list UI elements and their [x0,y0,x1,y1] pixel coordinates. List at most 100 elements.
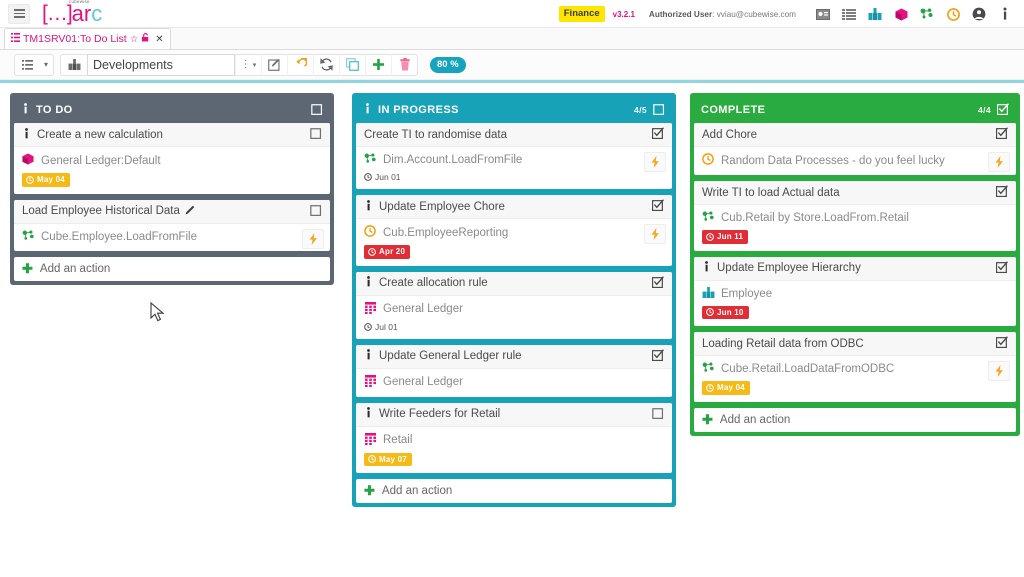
task-card[interactable]: Create a new calculation General Ledger:D… [14,123,330,194]
task-checkbox[interactable] [995,185,1008,200]
add-action-button[interactable]: ✚ Add an action [14,256,330,281]
progress-percent-badge: 80 % [430,56,466,73]
tab-strip: TM1SRV01:To Do List ☆ ✕ [0,28,1024,50]
task-object-row[interactable]: Cube.Retail.LoadDataFromODBC [702,362,1008,376]
task-checkbox[interactable] [651,199,664,214]
add-action-button[interactable]: ✚ Add an action [356,479,672,503]
plus-icon: ✚ [702,411,713,427]
task-title: Create allocation rule [379,277,488,289]
tab-todo-list[interactable]: TM1SRV01:To Do List ☆ ✕ [4,28,171,49]
delete-button[interactable] [391,53,417,76]
task-card-body: Cube.Retail.LoadDataFromODBC May 04 [694,356,1016,402]
run-action-button[interactable] [302,228,324,249]
task-card[interactable]: Create TI to randomise data Dim.Account.L… [356,123,672,189]
cube-chart-icon[interactable] [862,0,888,28]
task-card-header[interactable]: Update Employee Hierarchy [694,256,1016,281]
task-checkbox[interactable] [651,275,664,291]
add-action-label: Add an action [719,413,791,426]
task-object-name: General Ledger [383,376,463,388]
task-checkbox[interactable] [310,204,322,219]
task-card-body: Employee Jun 10 [694,281,1016,327]
task-object-row[interactable]: General Ledger [364,374,664,390]
plus-icon: ✚ [364,483,375,498]
hamburger-icon[interactable] [8,3,30,24]
run-action-button[interactable] [644,152,666,172]
task-object-row[interactable]: Cube.Employee.LoadFromFile [22,229,322,244]
more-options-button[interactable]: ⋮ ▾ [235,53,261,76]
task-card-header[interactable]: Create a new calculation [14,123,330,147]
info-icon [363,103,372,117]
task-due-date-label: May 07 [379,454,407,464]
task-card-header[interactable]: Write TI to load Actual data [694,181,1016,205]
task-object-name: Cub.Retail by Store.LoadFrom.Retail [721,212,909,224]
task-card-header[interactable]: Create allocation rule [356,271,672,296]
task-title: Update General Ledger rule [379,350,522,362]
task-card[interactable]: Loading Retail data from ODBC Cube.Retail… [694,332,1016,402]
column-count: 4/4 [977,105,991,115]
accent-divider [0,80,1024,83]
task-checkbox[interactable] [995,127,1008,142]
star-icon[interactable]: ☆ [129,33,139,45]
copy-button[interactable] [339,53,365,76]
id-card-icon[interactable] [810,0,836,28]
run-action-button[interactable] [988,361,1010,381]
task-card[interactable]: Update Employee Chore Cub.EmployeeReporti… [356,195,672,266]
undo-button[interactable] [287,53,313,76]
task-checkbox[interactable] [651,127,664,142]
column-checkbox[interactable] [653,103,665,118]
view-list-button[interactable] [15,55,39,75]
task-card[interactable]: Update Employee Hierarchy Employee Jun 10 [694,256,1016,327]
column-checkbox[interactable] [996,102,1009,118]
task-checkbox[interactable] [652,407,664,422]
task-card-header[interactable]: Update General Ledger rule [356,344,672,369]
task-card-header[interactable]: Load Employee Historical Data [14,199,330,224]
task-card[interactable]: Add Chore Random Data Processes - do you … [694,123,1016,175]
task-checkbox[interactable] [651,348,664,364]
close-icon[interactable]: ✕ [155,33,164,45]
task-checkbox[interactable] [995,260,1008,276]
task-card-header[interactable]: Loading Retail data from ODBC [694,332,1016,356]
list-icon[interactable] [836,0,862,28]
task-object-row[interactable]: Cub.Retail by Store.LoadFrom.Retail [702,211,1008,225]
task-object-row[interactable]: Dim.Account.LoadFromFile [364,153,664,167]
task-card[interactable]: Update General Ledger rule General Ledger [356,344,672,397]
run-action-button[interactable] [988,152,1010,172]
task-object-row[interactable]: Retail [364,432,664,448]
process-icon [702,362,714,376]
cube-icon[interactable] [888,0,914,28]
edit-button[interactable] [261,53,287,76]
task-card-header[interactable]: Update Employee Chore [356,195,672,219]
task-object-row[interactable]: General Ledger:Default [22,153,322,168]
task-card[interactable]: Create allocation rule General Ledger Jul … [356,271,672,339]
task-checkbox[interactable] [995,336,1008,351]
task-card-body: General Ledger [356,369,672,397]
add-action-button[interactable]: ✚ Add an action [694,407,1016,432]
task-card-header[interactable]: Create TI to randomise data [356,123,672,147]
task-card[interactable]: Load Employee Historical Data Cube.Employ… [14,199,330,251]
refresh-button[interactable] [313,53,339,76]
unlock-icon[interactable] [141,33,150,45]
add-button[interactable] [365,53,391,76]
task-object-row[interactable]: Employee [702,286,1008,301]
task-object-row[interactable]: Cub.EmployeeReporting [364,225,664,240]
chore-clock-icon[interactable] [940,0,966,28]
project-name-input[interactable] [87,53,235,76]
column-checkbox[interactable] [311,103,323,118]
logo-tagline: cubewise [69,0,90,4]
edit-pencil-icon[interactable] [185,205,195,217]
task-object-row[interactable]: Random Data Processes - do you feel luck… [702,153,1008,168]
info-icon[interactable] [992,0,1018,28]
task-card[interactable]: Write TI to load Actual data Cub.Retail b… [694,181,1016,251]
user-account-icon[interactable] [966,0,992,28]
task-card-header[interactable]: Write Feeders for Retail [356,402,672,427]
process-icon[interactable] [914,0,940,28]
task-card-header[interactable]: Add Chore [694,123,1016,147]
task-card[interactable]: Write Feeders for Retail Retail May 07 [356,402,672,473]
tab-label: TM1SRV01:To Do List [23,33,127,45]
task-card-body: Cub.EmployeeReporting Apr 20 [356,219,672,266]
run-action-button[interactable] [644,224,666,244]
task-object-row[interactable]: General Ledger [364,301,664,317]
view-caret-icon[interactable]: ▾ [43,60,48,69]
task-due-date-badge: Jun 11 [702,230,749,244]
task-checkbox[interactable] [310,127,322,142]
